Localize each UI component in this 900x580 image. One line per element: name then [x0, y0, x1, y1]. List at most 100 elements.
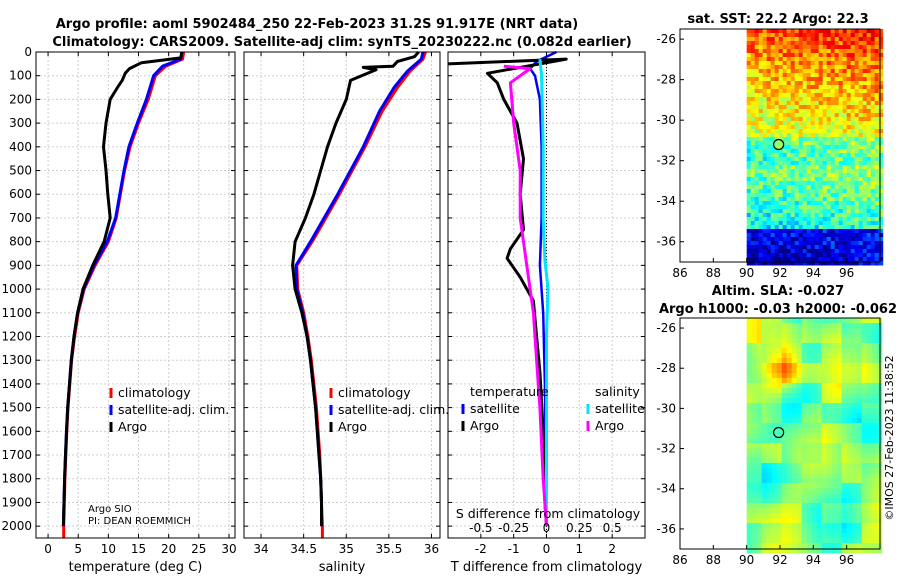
map-cell [790, 69, 796, 74]
map-cell [778, 45, 784, 50]
map-cell [846, 89, 852, 94]
map-cell [798, 121, 804, 126]
map-cell [826, 383, 833, 389]
map-cell [841, 378, 848, 384]
map-cell [766, 77, 772, 82]
map-cell [842, 73, 848, 78]
map-cell [794, 57, 800, 62]
map-cell [834, 169, 840, 174]
map-cell [778, 129, 784, 134]
map-cell [746, 201, 752, 206]
map-cell [870, 185, 876, 190]
map-cell [838, 221, 844, 226]
map-cell [870, 161, 876, 166]
map-cell [818, 249, 824, 254]
map-cell [770, 61, 776, 66]
map-cell [761, 383, 768, 389]
map-cell [846, 181, 852, 186]
map-cell [858, 169, 864, 174]
map-cell [778, 177, 784, 182]
map-cell [802, 29, 808, 34]
map-cell [778, 209, 784, 214]
map-cell [838, 69, 844, 74]
map-cell [814, 89, 820, 94]
map-cell [814, 237, 820, 242]
map-cell [806, 177, 812, 182]
argo-position-marker [773, 426, 785, 439]
map-cell [766, 49, 772, 54]
map-cell [790, 41, 796, 46]
map-cell [870, 205, 876, 210]
map-cell [846, 398, 853, 404]
map-cell [751, 458, 758, 464]
map-cell [870, 133, 876, 138]
map-cell [836, 428, 843, 434]
map-cell [806, 81, 812, 86]
map-cell [798, 241, 804, 246]
map-cell [846, 41, 852, 46]
map-cell [850, 161, 856, 166]
map-cell [746, 338, 753, 344]
map-cell [838, 157, 844, 162]
map-cell [838, 185, 844, 190]
map-cell [786, 101, 792, 106]
map-cell [826, 488, 833, 494]
map-cell [846, 473, 853, 479]
map-cell [798, 137, 804, 142]
map-cell [866, 438, 873, 444]
map-cell [870, 105, 876, 110]
map-cell [794, 93, 800, 98]
map-cell [826, 548, 833, 554]
map-cell [762, 149, 768, 154]
map-cell [746, 197, 752, 202]
map-cell [771, 513, 778, 519]
map-cell [854, 177, 860, 182]
map-cell [751, 388, 758, 394]
map-cell [846, 328, 853, 334]
map-cell [781, 528, 788, 534]
map-cell [776, 423, 783, 429]
map-cell [781, 463, 788, 469]
map-cell [758, 161, 764, 166]
map-cell [871, 543, 878, 549]
map-cell [774, 249, 780, 254]
map-cell [814, 53, 820, 58]
map-cell [770, 157, 776, 162]
map-cell [871, 378, 878, 384]
map-cell [831, 378, 838, 384]
map-cell [766, 169, 772, 174]
map-cell [794, 105, 800, 110]
map-cell [831, 513, 838, 519]
map-cell [842, 129, 848, 134]
map-cell [834, 77, 840, 82]
map-cell [774, 93, 780, 98]
map-cell [870, 69, 876, 74]
map-cell [831, 483, 838, 489]
map-cell [770, 217, 776, 222]
map-cell [814, 121, 820, 126]
map-cell [786, 423, 793, 429]
map-cell [774, 57, 780, 62]
map-cell [846, 169, 852, 174]
map-cell [846, 433, 853, 439]
map-cell [862, 185, 868, 190]
map-cell [861, 533, 868, 539]
map-cell [818, 177, 824, 182]
map-cell [830, 109, 836, 114]
map-cell [746, 169, 752, 174]
map-cell [786, 398, 793, 404]
map-cell [762, 41, 768, 46]
map-cell [766, 348, 773, 354]
map-cell [766, 217, 772, 222]
map-cell [806, 423, 813, 429]
map-cell [846, 543, 853, 549]
map-cell [871, 443, 878, 449]
map-cell [851, 498, 858, 504]
map-cell [862, 189, 868, 194]
map-cell [751, 363, 758, 369]
map-cell [782, 89, 788, 94]
map-cell [766, 177, 772, 182]
map-cell [866, 77, 872, 82]
map-cell [761, 498, 768, 504]
copyright-timestamp: ©IMOS 27-Feb-2023 11:38:52 [883, 355, 896, 520]
